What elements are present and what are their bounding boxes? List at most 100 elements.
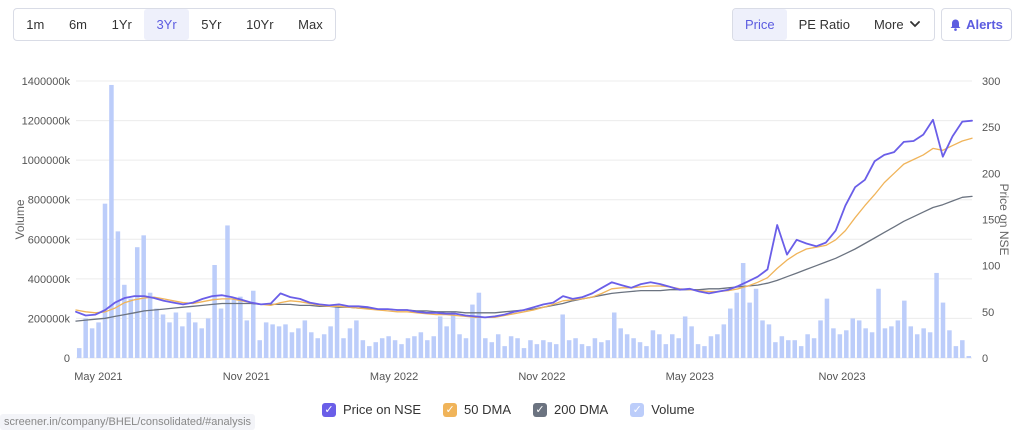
volume-bar <box>637 342 643 358</box>
price-line <box>75 118 973 319</box>
volume-bar <box>528 340 533 358</box>
x-tick-label: May 2022 <box>370 371 418 383</box>
volume-bar <box>805 334 810 358</box>
volume-bar <box>753 288 759 358</box>
volume-bar <box>702 346 707 358</box>
range-button-5yr[interactable]: 5Yr <box>189 9 234 40</box>
time-range-selector: 1m 6m 1Yr 3Yr 5Yr 10Yr Max <box>13 8 336 41</box>
volume-bar <box>631 338 636 358</box>
volume-bar <box>154 308 159 358</box>
legend-item-200dma[interactable]: ✓ 200 DMA <box>533 402 608 417</box>
legend-label-price: Price on NSE <box>343 402 422 417</box>
volume-bar <box>740 263 746 358</box>
volume-bar <box>173 312 179 358</box>
volume-bar <box>921 328 926 358</box>
legend-checkbox-200dma[interactable]: ✓ <box>533 402 548 417</box>
volume-bar <box>869 332 875 358</box>
range-button-label: 10Yr <box>246 17 274 32</box>
legend-label-50dma: 50 DMA <box>464 402 512 417</box>
range-button-max[interactable]: Max <box>286 9 335 40</box>
volume-bar <box>96 322 101 358</box>
volume-bar <box>321 334 327 358</box>
volume-bar <box>231 298 237 358</box>
volume-bar <box>927 332 933 358</box>
volume-bar <box>592 338 598 358</box>
left-tick-label: 1000000k <box>22 155 71 167</box>
volume-bar <box>109 84 114 358</box>
volume-bar <box>160 314 166 358</box>
volume-bar <box>934 272 939 358</box>
volume-bar <box>811 338 817 358</box>
right-tick-label: 100 <box>982 261 1000 273</box>
volume-bar <box>863 328 868 358</box>
volume-bar <box>521 348 527 358</box>
price-button[interactable]: Price <box>733 9 787 40</box>
legend-checkbox-volume[interactable]: ✓ <box>630 402 645 417</box>
url-hint: screener.in/company/BHEL/consolidated/#a… <box>0 414 256 430</box>
legend-item-price[interactable]: ✓ Price on NSE <box>322 402 421 417</box>
volume-bar <box>263 322 269 358</box>
volume-bar <box>947 330 952 358</box>
legend-item-50dma[interactable]: ✓ 50 DMA <box>443 402 511 417</box>
volume-bar <box>792 340 797 358</box>
volume-bar <box>347 328 353 358</box>
left-tick-label: 1400000k <box>22 76 71 88</box>
volume-bar <box>624 334 630 358</box>
volume-bar <box>657 334 662 358</box>
volume-bar <box>257 340 262 358</box>
volume-bar <box>902 300 907 358</box>
volume-bar <box>766 324 772 358</box>
right-tick-label: 200 <box>982 168 1000 180</box>
volume-bar <box>676 338 681 358</box>
volume-bar <box>553 344 559 358</box>
volume-bar <box>831 328 836 358</box>
volume-bar <box>747 302 752 358</box>
volume-bar <box>760 320 765 358</box>
volume-bar <box>386 336 391 358</box>
volume-bar <box>508 336 514 358</box>
more-dropdown-label: More <box>873 17 904 32</box>
legend-item-volume[interactable]: ✓ Volume <box>630 402 695 417</box>
volume-bar <box>566 340 572 358</box>
volume-bar <box>134 247 140 358</box>
volume-bar <box>425 340 430 358</box>
volume-bar <box>289 332 295 358</box>
volume-bar <box>367 346 372 358</box>
range-button-1m[interactable]: 1m <box>14 9 57 40</box>
volume-bar <box>547 342 553 358</box>
volume-bar <box>238 296 243 358</box>
more-dropdown[interactable]: More <box>862 9 932 40</box>
range-button-3yr[interactable]: 3Yr <box>144 9 189 40</box>
volume-bar <box>798 346 804 358</box>
volume-bar <box>560 314 565 358</box>
x-tick-label: May 2021 <box>74 371 122 383</box>
volume-bar <box>463 338 469 358</box>
right-axis-title: Price on NSE <box>997 183 1011 255</box>
volume-bar <box>102 203 108 358</box>
legend-checkbox-50dma[interactable]: ✓ <box>443 402 458 417</box>
range-button-10yr[interactable]: 10Yr <box>234 9 286 40</box>
volume-bar <box>276 326 282 358</box>
volume-bar <box>186 312 192 358</box>
alerts-button[interactable]: Alerts <box>941 8 1012 41</box>
volume-bar <box>83 318 88 358</box>
volume-bar <box>205 318 211 358</box>
volume-bar <box>412 336 417 358</box>
volume-bar <box>786 340 791 358</box>
volume-bar <box>966 356 972 358</box>
volume-bar <box>599 342 604 358</box>
volume-bar <box>315 338 320 358</box>
volume-bar <box>270 324 275 358</box>
volume-bar <box>89 328 95 358</box>
legend-checkbox-price[interactable]: ✓ <box>322 402 336 417</box>
volume-bar <box>418 332 424 358</box>
range-button-1yr[interactable]: 1Yr <box>99 9 144 40</box>
range-button-6m[interactable]: 6m <box>57 9 100 40</box>
pe-ratio-button[interactable]: PE Ratio <box>787 9 862 40</box>
dma-50-line <box>75 137 973 319</box>
volume-bar <box>618 328 623 358</box>
volume-bar <box>837 334 843 358</box>
right-tick-label: 150 <box>982 215 1000 227</box>
volume-bar <box>457 334 462 358</box>
volume-bar <box>296 328 301 358</box>
